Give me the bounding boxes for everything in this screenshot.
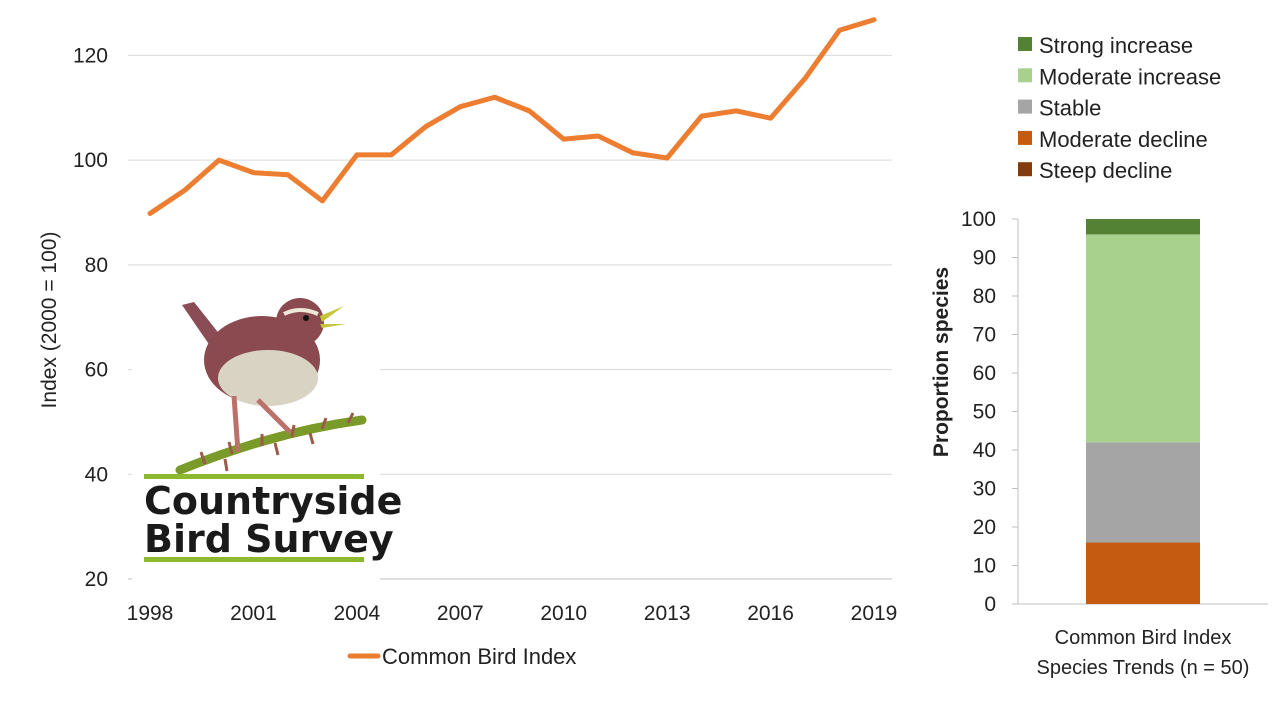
legend-swatch-steep-decline [1018,162,1032,177]
legend-label-moderate-increase: Moderate increase [1039,64,1221,89]
legend-label-moderate-decline: Moderate decline [1039,127,1208,152]
legend-swatch-moderate-increase [1018,68,1032,83]
y-tick-20: 20 [85,568,108,591]
bar-y-tick-100: 100 [961,208,996,231]
legend-label-strong-increase: Strong increase [1039,33,1193,58]
y-tick-100: 100 [73,149,108,172]
category-label-line1: Common Bird Index [1055,627,1232,649]
bar-y-tick-50: 50 [973,401,996,424]
bar-y-tick-80: 80 [973,285,996,308]
line-chart-x-ticks: 1998 2001 2004 2007 2010 2013 2016 2019 [127,602,898,625]
y-tick-120: 120 [73,44,108,67]
x-tick-2001: 2001 [230,602,277,625]
bar-y-tick-70: 70 [973,324,996,347]
x-tick-2007: 2007 [437,602,484,625]
bar-segment-moderate-decline [1086,542,1200,604]
species-trends-chart: Strong increase Moderate increase Stable Mo… [930,33,1268,679]
line-chart-series [147,17,877,217]
y-tick-80: 80 [85,254,108,277]
bar-y-tick-40: 40 [973,439,996,462]
bar-y-tick-20: 20 [973,516,996,539]
logo-bottom-bar [144,557,364,562]
bar-y-tick-10: 10 [973,555,996,578]
common-bird-index-chart: 20 40 60 80 100 120 1998 2001 2004 2007 2010 2013 2… [38,17,898,669]
legend-label-steep-decline: Steep decline [1039,158,1172,183]
x-tick-2019: 2019 [851,602,898,625]
x-tick-2010: 2010 [540,602,587,625]
bar-y-tick-0: 0 [984,593,996,616]
x-tick-2004: 2004 [333,602,380,625]
legend-label-stable: Stable [1039,96,1101,121]
logo-title-line2: Bird Survey [144,517,394,561]
series-line-common-bird-index [147,17,877,217]
bar-y-tick-30: 30 [973,478,996,501]
x-tick-2013: 2013 [644,602,691,625]
bar-segment-moderate-increase [1086,234,1200,443]
y-tick-40: 40 [85,463,108,486]
bar-chart-y-ticks: 0 10 20 30 40 50 60 70 80 90 100 [961,208,1018,616]
bar-segment-strong-increase [1086,219,1200,235]
countryside-bird-survey-logo: Countryside Bird Survey [132,290,402,580]
line-chart-legend: Common Bird Index [347,644,576,669]
logo-title-line1: Countryside [144,479,402,523]
bar-chart-legend: Strong increase Moderate increase Stable Mo… [1018,33,1221,183]
y-tick-60: 60 [85,359,108,382]
bar-chart-stack [1086,219,1200,604]
x-tick-1998: 1998 [127,602,174,625]
line-chart-y-axis-title: Index (2000 = 100) [38,232,61,409]
logo-top-bar [144,474,364,479]
legend-label-common-bird-index: Common Bird Index [382,644,576,669]
bar-y-tick-60: 60 [973,362,996,385]
x-tick-2016: 2016 [747,602,794,625]
legend-swatch-moderate-decline [1018,130,1032,145]
bar-chart-category-label: Common Bird Index Species Trends (n = 50… [1037,627,1250,679]
bar-y-tick-90: 90 [973,247,996,270]
legend-swatch-strong-increase [1018,37,1032,51]
bar-chart-y-axis-title: Proportion species [930,267,953,457]
category-label-line2: Species Trends (n = 50) [1037,657,1250,679]
bar-segment-stable [1086,442,1200,543]
legend-swatch-stable [1018,99,1032,114]
wren-bird-icon [175,298,367,475]
line-chart-y-ticks: 20 40 60 80 100 120 [73,44,108,591]
